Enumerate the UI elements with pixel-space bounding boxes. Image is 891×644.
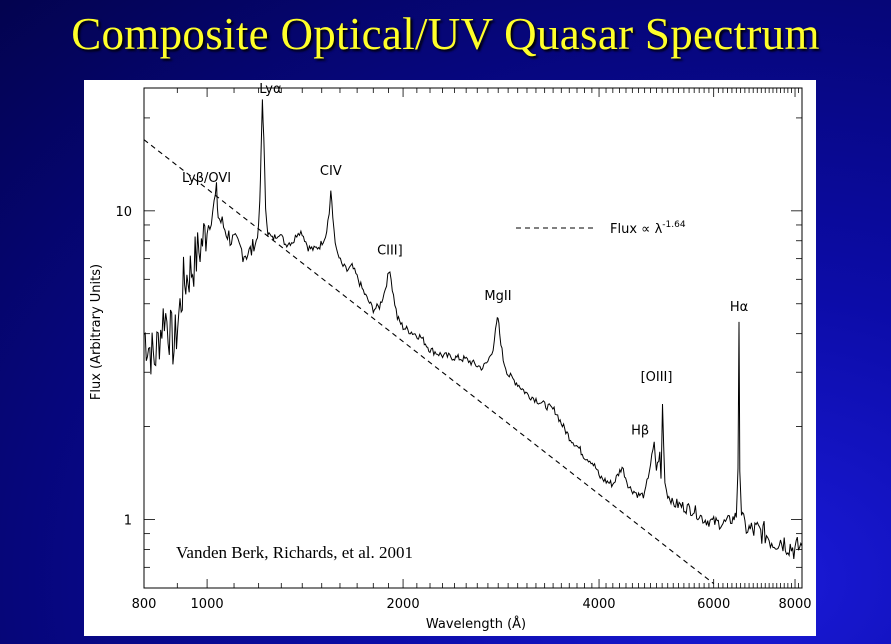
plot-frame [143, 87, 803, 589]
axes-layer: 800 1000 2000 4000 6000 8000 1 10 [115, 87, 812, 612]
power-law-line [144, 139, 715, 585]
emission-line-label: MgII [484, 289, 511, 304]
spectrum-chart: 800 1000 2000 4000 6000 8000 1 10 Lyα Lyβ/OVI CIV… [89, 82, 812, 632]
y-axis-label: Flux (Arbitrary Units) [89, 264, 104, 400]
x-tick-label: 6000 [697, 597, 730, 612]
emission-line-label: Hα [730, 300, 748, 315]
x-tick-label: 800 [132, 597, 157, 612]
x-tick-label: 8000 [778, 597, 811, 612]
label-layer: Lyα Lyβ/OVI CIV CIII] MgII [OIII] Hβ Hα Flux ∝ λ… [182, 82, 748, 438]
y-tick-label: 1 [124, 514, 132, 529]
emission-line-label: Hβ [631, 423, 649, 438]
slide-title: Composite Optical/UV Quasar Spectrum [71, 9, 820, 59]
emission-line-label: [OIII] [641, 370, 673, 385]
emission-line-label: CIV [320, 164, 342, 179]
x-tick-label: 4000 [582, 597, 615, 612]
chart-figure: 800 1000 2000 4000 6000 8000 1 10 Lyα Lyβ/OVI CIV… [84, 80, 816, 636]
emission-line-label: Lyβ/OVI [182, 171, 231, 186]
legend-exponent: -1.64 [662, 220, 686, 230]
series-layer [144, 99, 802, 585]
x-tick-label: 1000 [191, 597, 224, 612]
spectrum-line [144, 99, 802, 560]
x-axis-label: Wavelength (Å) [426, 616, 526, 632]
x-tick-label: 2000 [387, 597, 420, 612]
emission-line-label: Lyα [259, 82, 281, 97]
legend-label: Flux ∝ λ-1.64 [610, 220, 686, 237]
emission-line-label: CIII] [377, 244, 403, 259]
y-tick-label: 10 [115, 205, 132, 220]
credit-text: Vanden Berk, Richards, et al. 2001 [176, 543, 413, 562]
